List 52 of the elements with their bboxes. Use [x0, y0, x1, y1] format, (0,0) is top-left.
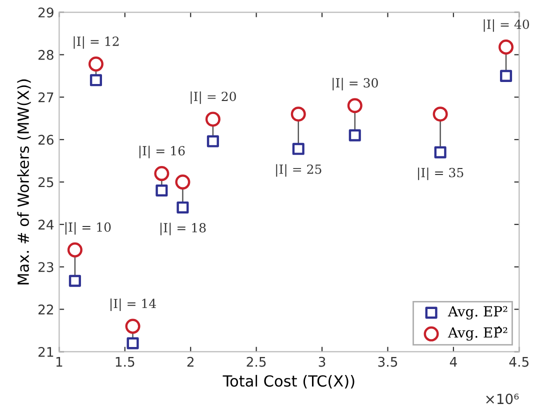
point [176, 201, 189, 214]
y-tick-label: 27 [38, 92, 54, 102]
annotation: |I| = 10 [65, 222, 111, 235]
point [156, 184, 168, 197]
point [125, 318, 140, 334]
point [290, 106, 306, 122]
point [68, 274, 81, 287]
x-axis-title: Total Cost (TC(X)) [222, 374, 354, 389]
point [88, 56, 104, 72]
x-tick-label: 1.5 [116, 357, 134, 367]
x-tick-label: 4 [450, 357, 457, 367]
point [206, 135, 219, 148]
y-tick-label: 29 [38, 7, 54, 18]
y-tick-label: 22 [38, 304, 53, 314]
point [175, 174, 190, 190]
legend-label: Avg. EP̂² [448, 326, 508, 341]
legend-label: Avg. EP² [448, 306, 508, 320]
y-tick-label: 23 [38, 262, 54, 272]
point [500, 70, 512, 82]
text: ×10⁶ [486, 394, 519, 404]
annotation: |I| = 12 [74, 36, 119, 49]
annotation: |I| = 18 [160, 222, 206, 236]
annotation: |I| = 30 [332, 78, 378, 90]
annotation: |I| = 16 [139, 146, 185, 158]
x-tick-label: 3.5 [378, 356, 398, 367]
x-tick-label: 2 [187, 356, 194, 367]
y-axis-title: Max. # of Workers (MW(X)) [17, 79, 31, 284]
point [126, 337, 139, 350]
annotation: |I| = 25 [276, 164, 322, 177]
annotation: |I| = 40 [484, 19, 530, 32]
y-tick-label: 26 [38, 134, 54, 145]
point [434, 146, 446, 158]
point [432, 106, 448, 122]
point [498, 40, 514, 55]
y-tick-label: 25 [38, 177, 54, 188]
point [90, 74, 102, 86]
y-tick-label: 24 [38, 220, 54, 230]
point [292, 142, 304, 155]
point [347, 98, 362, 114]
x-tick-label: 1 [56, 357, 62, 367]
annotation: |I| = 35 [418, 168, 464, 180]
point [67, 242, 82, 258]
x-tick-label: 4.5 [509, 357, 529, 367]
x-tick-label: 3 [318, 356, 326, 367]
point [154, 166, 170, 182]
annotation: |I| = 14 [110, 298, 156, 311]
point [348, 129, 361, 142]
y-tick-label: 28 [38, 50, 54, 60]
y-tick-label: 21 [38, 346, 54, 357]
point [205, 112, 220, 127]
annotation: |I| = 20 [190, 91, 236, 104]
x-tick-label: 2.5 [246, 356, 266, 367]
